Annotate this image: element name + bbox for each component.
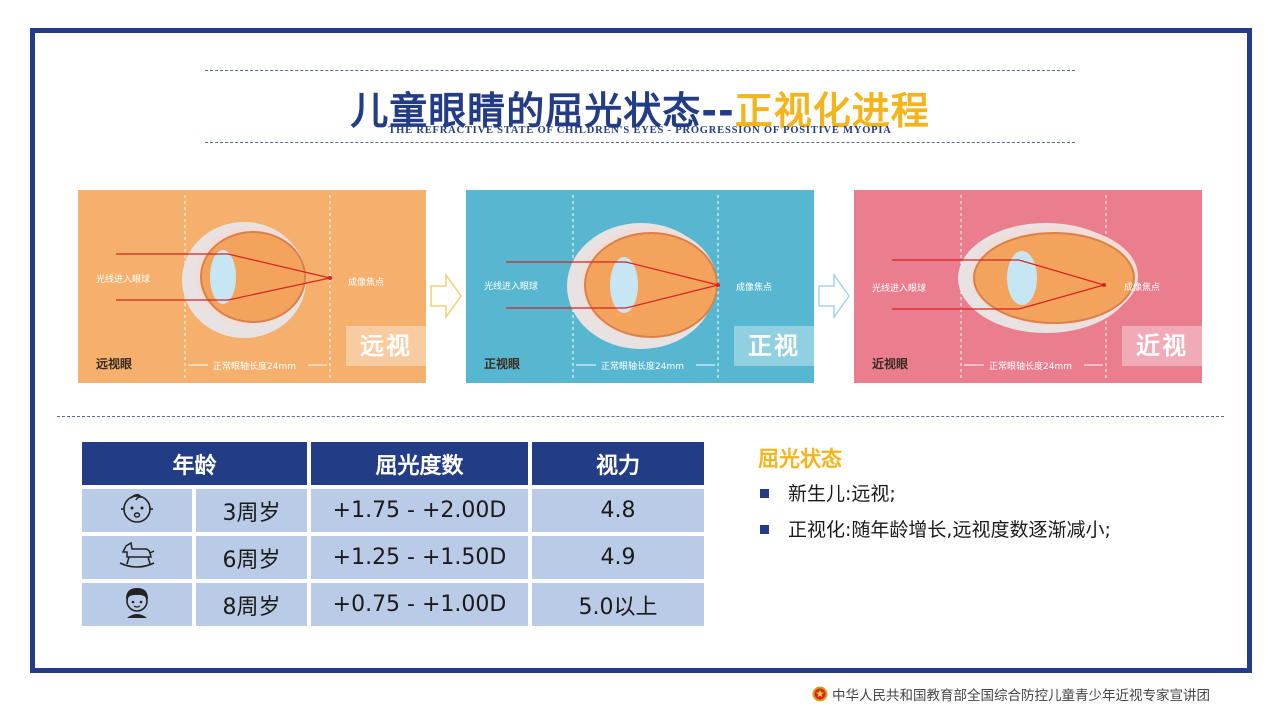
eye-type-name: 远视眼 xyxy=(96,357,133,371)
row-vision: 4.9 xyxy=(532,536,704,579)
row-age: 8周岁 xyxy=(196,583,307,626)
hyperopia-panel: 光线进入眼球 成像焦点 正常眼轴长度24mm 远视眼 远视 xyxy=(78,190,426,383)
row-refraction: +1.75 - +2.00D xyxy=(311,489,528,532)
table-row: 8周岁 +0.75 - +1.00D 5.0以上 xyxy=(82,583,704,626)
focus-label: 成像焦点 xyxy=(1124,283,1161,293)
section-divider xyxy=(57,416,1224,417)
footer: 中华人民共和国教育部全国综合防控儿童青少年近视专家宣讲团 xyxy=(812,684,1210,704)
square-bullet-icon xyxy=(760,489,769,498)
row-icon-cell xyxy=(82,489,192,532)
eye-type-badge: 近视 xyxy=(1122,326,1202,366)
emmetropia-eye-diagram xyxy=(506,195,720,378)
title-accent: 正视化进程 xyxy=(734,89,930,133)
header-refraction: 屈光度数 xyxy=(311,442,528,485)
list-item: 正视化:随年龄增长,远视度数逐渐减小; xyxy=(760,517,1111,553)
title-main: 儿童眼睛的屈光状态-- xyxy=(350,89,735,133)
status-title: 屈光状态 xyxy=(758,447,842,471)
table-row: 6周岁 +1.25 - +1.50D 4.9 xyxy=(82,536,704,579)
refraction-table: 年龄 屈光度数 视力 3周岁 +1.75 - +2.00D 4.8 xyxy=(78,438,708,630)
light-enter-label: 光线进入眼球 xyxy=(872,284,927,294)
title-top-divider xyxy=(205,70,1075,71)
row-age: 6周岁 xyxy=(196,536,307,579)
eye-type-name: 近视眼 xyxy=(872,357,909,371)
baby-face-icon xyxy=(121,493,153,523)
axis-length-label: 正常眼轴长度24mm xyxy=(601,362,684,372)
national-emblem-icon xyxy=(812,686,828,702)
arrow-right-icon xyxy=(430,272,462,320)
page-subtitle: THE REFRACTIVE STATE OF CHILDREN'S EYES … xyxy=(388,125,892,136)
emmetropia-panel: 光线进入眼球 成像焦点 正常眼轴长度24mm 正视眼 正视 xyxy=(466,190,814,383)
status-list: 新生儿:远视; 正视化:随年龄增长,远视度数逐渐减小; xyxy=(760,481,1111,553)
light-enter-label: 光线进入眼球 xyxy=(96,275,151,285)
header-age: 年龄 xyxy=(82,442,307,485)
header-vision: 视力 xyxy=(532,442,704,485)
row-vision: 4.8 xyxy=(532,489,704,532)
axis-length-label: 正常眼轴长度24mm xyxy=(213,362,296,372)
eye-type-badge: 正视 xyxy=(734,326,814,366)
axis-length-label: 正常眼轴长度24mm xyxy=(989,362,1072,372)
myopia-eye-diagram xyxy=(892,195,1138,378)
arrow-right-icon xyxy=(818,272,850,320)
row-refraction: +1.25 - +1.50D xyxy=(311,536,528,579)
row-age: 3周岁 xyxy=(196,489,307,532)
child-face-icon xyxy=(126,587,148,618)
page-title: 儿童眼睛的屈光状态--正视化进程 xyxy=(0,80,1280,135)
light-enter-label: 光线进入眼球 xyxy=(484,282,539,292)
myopia-panel: 光线进入眼球 成像焦点 正常眼轴长度24mm 近视眼 近视 xyxy=(854,190,1202,383)
focus-label: 成像焦点 xyxy=(736,283,773,293)
table-row: 3周岁 +1.75 - +2.00D 4.8 xyxy=(82,489,704,532)
hyperopia-eye-diagram xyxy=(116,195,332,378)
row-vision: 5.0以上 xyxy=(532,583,704,626)
status-item-text: 新生儿:远视; xyxy=(788,483,896,505)
row-icon-cell xyxy=(82,536,192,579)
eye-type-badge: 远视 xyxy=(346,326,426,366)
footer-text: 中华人民共和国教育部全国综合防控儿童青少年近视专家宣讲团 xyxy=(832,688,1210,704)
eye-type-name: 正视眼 xyxy=(484,357,521,371)
row-refraction: +0.75 - +1.00D xyxy=(311,583,528,626)
rocking-horse-icon xyxy=(119,541,155,568)
row-icon-cell xyxy=(82,583,192,626)
focus-label: 成像焦点 xyxy=(348,278,385,288)
square-bullet-icon xyxy=(760,525,769,534)
title-bottom-divider xyxy=(205,142,1075,143)
status-item-text: 正视化:随年龄增长,远视度数逐渐减小; xyxy=(788,519,1111,541)
list-item: 新生儿:远视; xyxy=(760,481,1111,517)
table-header-row: 年龄 屈光度数 视力 xyxy=(82,442,704,485)
